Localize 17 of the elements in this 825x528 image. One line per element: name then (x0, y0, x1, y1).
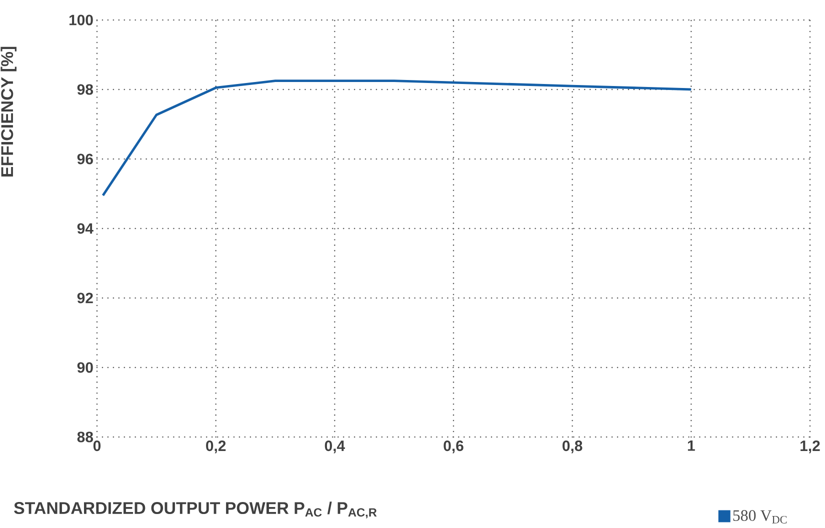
x-tick-label: 1,2 (800, 440, 820, 454)
x-tick-label: 0,8 (562, 440, 582, 454)
y-tick-label: 100 (69, 14, 93, 26)
y-axis-title: EFFICIENCY [%] (0, 46, 16, 176)
y-tick-label: 96 (77, 154, 93, 164)
y-tick-label: 98 (77, 84, 94, 95)
y-tick-label: 88 (77, 432, 94, 442)
y-tick-label: 92 (77, 292, 93, 304)
x-axis-title: STANDARDIZED OUTPUT POWER P$_{AC}$ / P$_{AC,R}$ (14, 502, 377, 518)
x-tick-label: 0,6 (444, 440, 464, 454)
legend-label: 580 V$_{DC}$ (733, 510, 787, 524)
x-tick-label: 1 (688, 440, 695, 451)
x-tick-label: 0,2 (206, 440, 226, 454)
y-tick-label: 90 (77, 362, 93, 373)
x-tick-label: 0,4 (324, 440, 345, 454)
x-tick-label: 0 (93, 440, 101, 452)
y-tick-label: 94 (77, 223, 94, 234)
